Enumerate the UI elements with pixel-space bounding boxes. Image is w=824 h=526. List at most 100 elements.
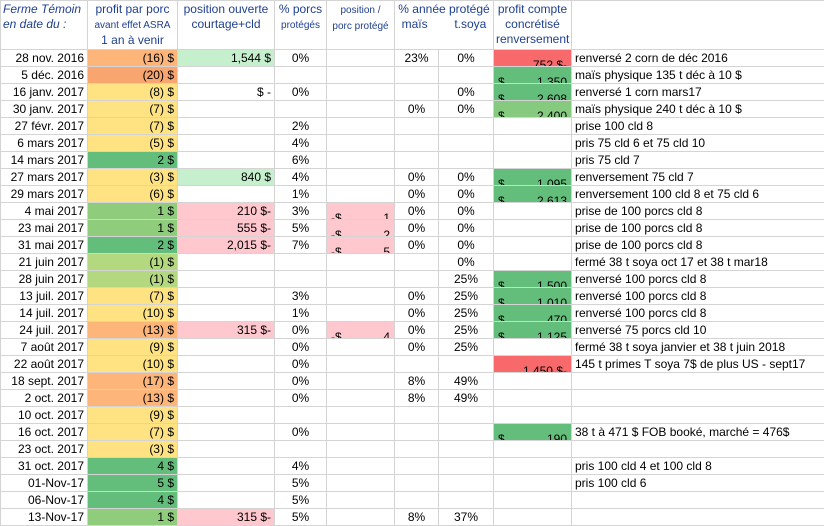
- soy-pct-cell[interactable]: 0%: [439, 237, 494, 254]
- date-cell[interactable]: 28 juin 2017: [1, 271, 88, 288]
- pct-pigs-cell[interactable]: [275, 67, 327, 84]
- date-cell[interactable]: 27 févr. 2017: [1, 118, 88, 135]
- date-cell[interactable]: 30 janv. 2017: [1, 101, 88, 118]
- profit-cell[interactable]: 1 $: [88, 509, 178, 526]
- profit-account-cell[interactable]: [494, 407, 572, 424]
- soy-pct-cell[interactable]: 37%: [439, 509, 494, 526]
- note-cell[interactable]: maïs physique 135 t déc à 10 $: [572, 67, 824, 84]
- position-cell[interactable]: 1,544 $: [178, 50, 275, 67]
- position-cell[interactable]: 315 $-: [178, 509, 275, 526]
- pos-per-pig-cell[interactable]: [327, 271, 395, 288]
- soy-pct-cell[interactable]: [439, 475, 494, 492]
- pos-per-pig-cell[interactable]: [327, 50, 395, 67]
- pct-pigs-cell[interactable]: [275, 101, 327, 118]
- profit-cell[interactable]: 1 $: [88, 203, 178, 220]
- pos-per-pig-cell[interactable]: [327, 458, 395, 475]
- date-cell[interactable]: 14 juil. 2017: [1, 305, 88, 322]
- profit-account-cell[interactable]: [494, 475, 572, 492]
- soy-pct-cell[interactable]: [439, 492, 494, 509]
- date-cell[interactable]: 4 mai 2017: [1, 203, 88, 220]
- profit-cell[interactable]: (1) $: [88, 271, 178, 288]
- corn-pct-cell[interactable]: 0%: [395, 305, 439, 322]
- note-cell[interactable]: renversement 100 cld 8 et 75 cld 6: [572, 186, 824, 203]
- corn-pct-cell[interactable]: [395, 152, 439, 169]
- pos-per-pig-cell[interactable]: [327, 169, 395, 186]
- pct-pigs-cell[interactable]: 0%: [275, 84, 327, 101]
- pos-per-pig-cell[interactable]: -$5: [327, 237, 395, 254]
- note-cell[interactable]: maïs physique 240 t déc à 10 $: [572, 101, 824, 118]
- position-cell[interactable]: [178, 390, 275, 407]
- soy-pct-cell[interactable]: [439, 407, 494, 424]
- note-cell[interactable]: prise de 100 porcs cld 8: [572, 237, 824, 254]
- profit-cell[interactable]: (9) $: [88, 339, 178, 356]
- date-cell[interactable]: 31 mai 2017: [1, 237, 88, 254]
- profit-cell[interactable]: (10) $: [88, 356, 178, 373]
- corn-pct-cell[interactable]: [395, 424, 439, 441]
- profit-cell[interactable]: (1) $: [88, 254, 178, 271]
- pct-pigs-cell[interactable]: 5%: [275, 509, 327, 526]
- position-cell[interactable]: [178, 356, 275, 373]
- position-cell[interactable]: 315 $-: [178, 322, 275, 339]
- corn-pct-cell[interactable]: [395, 135, 439, 152]
- corn-pct-cell[interactable]: 0%: [395, 288, 439, 305]
- note-cell[interactable]: [572, 492, 824, 509]
- note-cell[interactable]: pris 100 cld 4 et 100 cld 8: [572, 458, 824, 475]
- position-cell[interactable]: [178, 271, 275, 288]
- pct-pigs-cell[interactable]: 0%: [275, 424, 327, 441]
- pct-pigs-cell[interactable]: 3%: [275, 288, 327, 305]
- profit-account-cell[interactable]: $2,608: [494, 84, 572, 101]
- position-cell[interactable]: [178, 152, 275, 169]
- soy-pct-cell[interactable]: [439, 118, 494, 135]
- corn-pct-cell[interactable]: [395, 475, 439, 492]
- profit-cell[interactable]: (7) $: [88, 101, 178, 118]
- soy-pct-cell[interactable]: 0%: [439, 169, 494, 186]
- note-cell[interactable]: pris 75 cld 7: [572, 152, 824, 169]
- pct-pigs-cell[interactable]: 1%: [275, 186, 327, 203]
- pos-per-pig-cell[interactable]: [327, 186, 395, 203]
- date-cell[interactable]: 06-Nov-17: [1, 492, 88, 509]
- pct-pigs-cell[interactable]: 0%: [275, 50, 327, 67]
- pct-pigs-cell[interactable]: 6%: [275, 152, 327, 169]
- date-cell[interactable]: 13-Nov-17: [1, 509, 88, 526]
- pos-per-pig-cell[interactable]: [327, 390, 395, 407]
- pos-per-pig-cell[interactable]: [327, 407, 395, 424]
- profit-account-cell[interactable]: [494, 152, 572, 169]
- note-cell[interactable]: 145 t primes T soya 7$ de plus US - sept…: [572, 356, 824, 373]
- date-cell[interactable]: 27 mars 2017: [1, 169, 88, 186]
- date-cell[interactable]: 13 juil. 2017: [1, 288, 88, 305]
- note-cell[interactable]: [572, 390, 824, 407]
- profit-account-cell[interactable]: [494, 118, 572, 135]
- corn-pct-cell[interactable]: 0%: [395, 322, 439, 339]
- note-cell[interactable]: renversé 1 corn mars17: [572, 84, 824, 101]
- position-cell[interactable]: 840 $: [178, 169, 275, 186]
- pct-pigs-cell[interactable]: 1%: [275, 305, 327, 322]
- profit-cell[interactable]: (16) $: [88, 50, 178, 67]
- soy-pct-cell[interactable]: 0%: [439, 50, 494, 67]
- profit-cell[interactable]: 2 $: [88, 152, 178, 169]
- pct-pigs-cell[interactable]: 0%: [275, 339, 327, 356]
- soy-pct-cell[interactable]: [439, 152, 494, 169]
- pct-pigs-cell[interactable]: [275, 271, 327, 288]
- pct-pigs-cell[interactable]: 4%: [275, 169, 327, 186]
- profit-account-cell[interactable]: $1,095: [494, 169, 572, 186]
- profit-cell[interactable]: (6) $: [88, 186, 178, 203]
- corn-pct-cell[interactable]: [395, 254, 439, 271]
- note-cell[interactable]: prise 100 cld 8: [572, 118, 824, 135]
- soy-pct-cell[interactable]: 0%: [439, 186, 494, 203]
- position-cell[interactable]: $ -: [178, 84, 275, 101]
- pos-per-pig-cell[interactable]: [327, 288, 395, 305]
- corn-pct-cell[interactable]: 0%: [395, 220, 439, 237]
- profit-cell[interactable]: 2 $: [88, 237, 178, 254]
- corn-pct-cell[interactable]: 0%: [395, 169, 439, 186]
- note-cell[interactable]: renversé 100 porcs cld 8: [572, 305, 824, 322]
- note-cell[interactable]: fermé 38 t soya oct 17 et 38 t mar18: [572, 254, 824, 271]
- note-cell[interactable]: renversement 75 cld 7: [572, 169, 824, 186]
- soy-pct-cell[interactable]: [439, 67, 494, 84]
- profit-cell[interactable]: (17) $: [88, 373, 178, 390]
- corn-pct-cell[interactable]: 0%: [395, 186, 439, 203]
- profit-account-cell[interactable]: [494, 339, 572, 356]
- note-cell[interactable]: renversé 2 corn de déc 2016: [572, 50, 824, 67]
